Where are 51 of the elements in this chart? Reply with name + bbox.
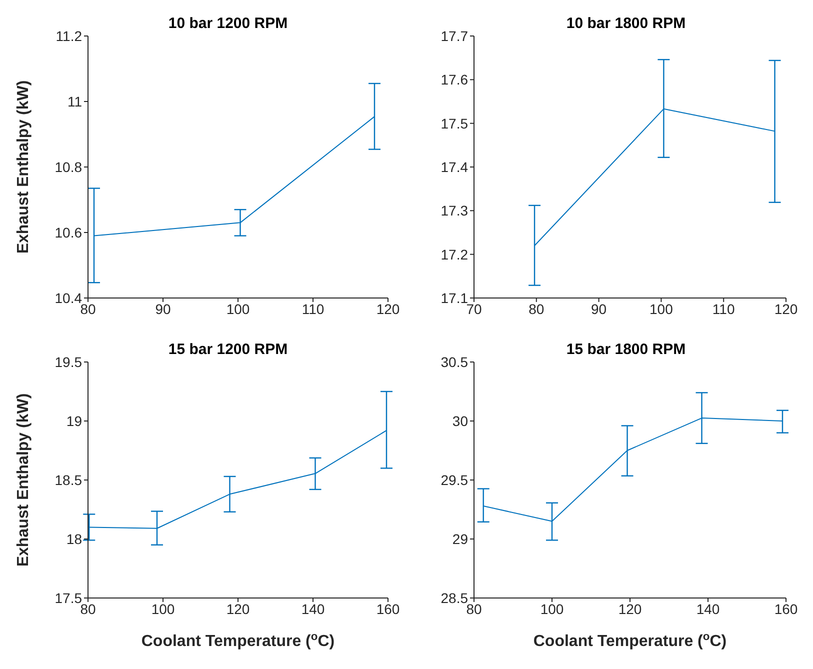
y-tick-label: 18.5 <box>54 472 82 488</box>
y-tick-label: 17.6 <box>440 72 468 88</box>
x-tick-label: 120 <box>376 300 400 317</box>
x-tick-label: 80 <box>466 600 482 617</box>
y-tick-label: 11.2 <box>56 28 82 44</box>
x-tick-label: 100 <box>540 600 564 617</box>
y-tick-label: 17.5 <box>54 590 82 606</box>
x-tick-label: 100 <box>226 300 250 317</box>
y-axis-title: Exhaust Enthalpy (kW) <box>15 80 32 254</box>
y-tick-label: 17.3 <box>440 202 468 219</box>
y-tick-label: 28.5 <box>440 590 468 606</box>
chart-title: 15 bar 1200 RPM <box>168 341 288 358</box>
x-tick-label: 140 <box>696 600 720 617</box>
y-tick-label: 11 <box>67 93 82 110</box>
y-tick-label: 19.5 <box>54 354 82 370</box>
x-tick-label: 80 <box>80 300 96 317</box>
x-tick-label: 110 <box>712 300 735 317</box>
x-tick-label: 90 <box>591 300 607 317</box>
y-axis-title: Exhaust Enthalpy (kW) <box>15 393 32 567</box>
x-tick-label: 160 <box>376 600 400 617</box>
y-tick-label: 30.5 <box>440 354 468 370</box>
y-tick-label: 17.2 <box>440 246 468 262</box>
x-tick-label: 160 <box>774 600 798 617</box>
x-tick-label: 90 <box>155 300 171 317</box>
y-tick-label: 18 <box>66 530 82 547</box>
y-tick-label: 17.5 <box>440 115 468 132</box>
y-tick-label: 10.4 <box>54 290 82 306</box>
y-tick-label: 17.7 <box>440 28 468 44</box>
x-tick-label: 100 <box>650 300 674 317</box>
x-tick-label: 140 <box>301 600 325 617</box>
y-tick-label: 17.4 <box>440 158 468 175</box>
y-tick-label: 10.8 <box>54 158 82 175</box>
x-tick-label: 80 <box>528 300 544 317</box>
x-tick-label: 80 <box>80 600 96 617</box>
x-tick-label: 120 <box>774 300 798 317</box>
x-tick-label: 120 <box>226 600 250 617</box>
y-tick-label: 10.6 <box>54 224 82 240</box>
x-axis-title: Coolant Temperature ($^{o}$C) <box>141 631 335 650</box>
y-tick-label: 19 <box>66 412 82 429</box>
x-tick-label: 100 <box>151 600 175 617</box>
chart-title: 10 bar 1200 RPM <box>168 15 288 32</box>
y-tick-label: 29.5 <box>440 472 468 488</box>
x-tick-label: 120 <box>618 600 642 617</box>
x-tick-label: 70 <box>466 300 482 317</box>
y-tick-label: 30 <box>452 412 468 429</box>
y-tick-label: 17.1 <box>440 290 468 306</box>
x-axis-title: Coolant Temperature ($^{o}$C) <box>533 631 727 650</box>
x-tick-label: 110 <box>302 300 324 317</box>
chart-title: 10 bar 1800 RPM <box>566 15 686 32</box>
y-tick-label: 29 <box>452 530 468 547</box>
chart-title: 15 bar 1800 RPM <box>566 341 686 358</box>
